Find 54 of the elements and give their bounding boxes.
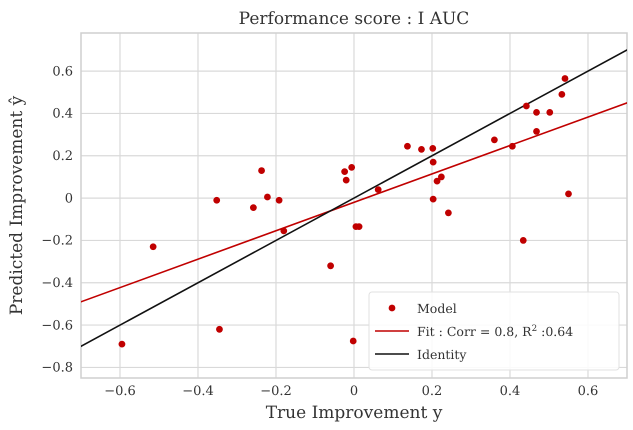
point: [250, 204, 257, 211]
point: [522, 102, 530, 110]
y-tick-label: 0.2: [52, 148, 73, 164]
y-axis-title: Predicted Improvement ŷ: [7, 95, 27, 316]
x-tick-label: 0.6: [578, 384, 598, 400]
point: [565, 190, 572, 198]
x-tick-label: −0.6: [104, 384, 136, 400]
point: [348, 164, 356, 171]
point: [546, 108, 554, 116]
point: [430, 158, 437, 166]
point: [258, 167, 265, 174]
point: [562, 75, 568, 82]
legend-label: Model: [417, 301, 457, 316]
point: [418, 146, 425, 153]
point: [327, 262, 334, 270]
point: [508, 142, 516, 150]
point: [342, 176, 350, 184]
x-tick-label: 0.2: [422, 384, 442, 400]
point: [558, 91, 566, 98]
y-tick-label: −0.4: [41, 276, 73, 291]
y-tick-label: 0: [64, 191, 73, 206]
point: [264, 194, 271, 200]
x-tick-label: 0: [350, 384, 358, 400]
y-tick-label: −0.8: [41, 360, 73, 376]
point: [429, 144, 436, 152]
y-tick-label: 0.4: [52, 106, 73, 122]
y-tick-label: 0.6: [52, 64, 73, 80]
point: [350, 338, 357, 344]
point: [374, 186, 382, 194]
y-tick-label: −0.6: [41, 318, 73, 334]
point: [280, 228, 288, 234]
x-tick-label: −0.4: [182, 384, 214, 400]
point: [118, 340, 126, 348]
point: [150, 243, 157, 250]
point: [533, 128, 540, 135]
legend-label: Identity: [417, 347, 468, 362]
point: [216, 326, 223, 333]
point: [520, 237, 527, 244]
point: [491, 136, 498, 144]
point: [438, 174, 445, 180]
x-tick-label: 0.4: [500, 384, 520, 400]
point: [533, 108, 540, 116]
legend-label: Fit : Corr = 0.8, R$^{2}$ :0.64: [417, 324, 574, 339]
y-tick-label: −0.2: [41, 234, 73, 249]
point: [341, 168, 348, 176]
x-tick-label: −0.2: [260, 384, 292, 400]
point: [213, 196, 220, 204]
chart-title: Performance score : I AUC: [238, 9, 470, 29]
point: [430, 196, 437, 203]
point: [404, 142, 411, 150]
point: [444, 210, 452, 216]
point: [434, 178, 440, 185]
point: [276, 196, 283, 204]
x-axis-title: True Improvement y: [266, 403, 443, 423]
